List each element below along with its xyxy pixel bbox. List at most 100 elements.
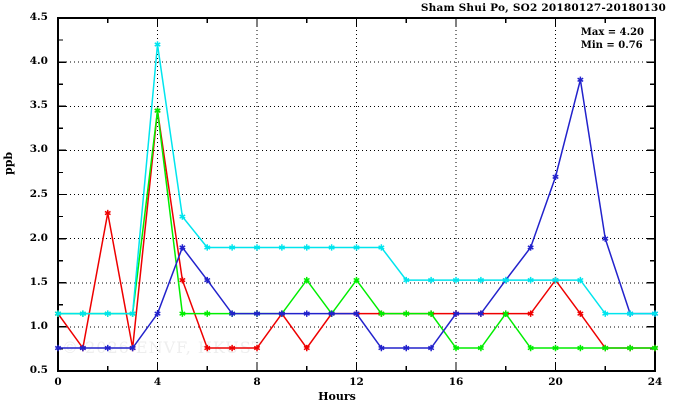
data-point-marker	[577, 344, 584, 352]
marker-stroke	[328, 245, 335, 250]
marker-stroke	[552, 174, 559, 180]
marker-stroke	[651, 311, 659, 316]
data-point-marker	[626, 310, 634, 317]
data-point-marker	[253, 244, 261, 251]
marker-stroke	[303, 277, 310, 283]
data-point-marker	[427, 344, 435, 352]
data-point-marker	[577, 276, 584, 284]
data-point-marker	[378, 244, 385, 251]
marker-stroke	[577, 77, 584, 83]
x-tick-label: 8	[253, 376, 261, 388]
data-point-marker	[154, 310, 161, 317]
data-point-marker	[626, 344, 634, 352]
data-point-marker	[353, 276, 360, 284]
min-value-label: Min = 0.76	[580, 40, 643, 51]
marker-stroke	[527, 245, 534, 250]
marker-stroke	[626, 311, 634, 316]
marker-stroke	[154, 42, 161, 47]
marker-stroke	[154, 311, 161, 316]
x-tick-label: 24	[647, 376, 663, 388]
data-point-marker	[129, 310, 136, 317]
data-point-marker	[228, 344, 236, 352]
series-line-series-cyan	[58, 44, 655, 315]
chart-title: Sham Shui Po, SO2 20180127-20180130	[420, 2, 666, 14]
data-point-marker	[427, 310, 435, 317]
marker-stroke	[253, 245, 261, 250]
marker-stroke	[179, 214, 186, 219]
marker-stroke	[378, 345, 385, 351]
marker-stroke	[527, 345, 534, 351]
data-point-marker	[452, 276, 460, 284]
marker-stroke	[452, 311, 460, 316]
data-point-marker	[154, 107, 161, 114]
data-point-marker	[452, 344, 460, 352]
marker-stroke	[328, 311, 335, 316]
data-point-marker	[328, 310, 335, 317]
data-point-marker	[303, 244, 310, 251]
marker-stroke	[378, 245, 385, 250]
marker-stroke	[228, 345, 236, 351]
marker-stroke	[651, 345, 659, 351]
data-point-marker	[54, 344, 62, 352]
marker-stroke	[204, 245, 211, 250]
data-point-marker	[104, 310, 111, 317]
data-point-marker	[204, 344, 211, 352]
y-tick-label: 0.5	[29, 364, 48, 376]
marker-stroke	[179, 311, 186, 316]
marker-stroke	[228, 311, 236, 316]
data-point-marker	[303, 344, 310, 352]
data-point-marker	[502, 310, 509, 317]
data-point-marker	[527, 276, 534, 284]
marker-stroke	[552, 345, 559, 351]
y-tick-label: 4.0	[29, 55, 48, 68]
x-tick-label: 12	[349, 376, 364, 388]
marker-stroke	[204, 277, 211, 283]
marker-stroke	[129, 311, 136, 316]
series-line-series-blue	[58, 79, 655, 349]
data-point-marker	[651, 310, 659, 317]
marker-stroke	[427, 345, 435, 351]
marker-stroke	[602, 236, 609, 241]
data-point-marker	[552, 344, 559, 352]
data-point-marker	[253, 310, 261, 317]
marker-stroke	[403, 311, 410, 316]
y-tick-label: 4.5	[29, 11, 48, 23]
marker-stroke	[303, 345, 310, 351]
x-axis-label: Hours	[318, 390, 356, 403]
marker-stroke	[403, 277, 410, 283]
data-point-marker	[552, 276, 559, 284]
x-tick-label: 4	[153, 376, 162, 388]
y-tick-label: 1.5	[29, 275, 48, 288]
marker-stroke	[502, 277, 509, 283]
marker-stroke	[228, 245, 236, 250]
data-point-marker	[328, 244, 335, 251]
data-point-marker	[527, 244, 534, 251]
data-point-marker	[204, 244, 211, 251]
data-point-marker	[79, 344, 87, 352]
data-point-marker	[378, 310, 385, 317]
data-point-marker	[527, 310, 534, 317]
marker-stroke	[527, 311, 534, 316]
marker-stroke	[54, 345, 62, 351]
marker-stroke	[278, 311, 286, 316]
marker-stroke	[602, 311, 609, 316]
marker-stroke	[79, 345, 87, 351]
data-point-marker	[527, 344, 534, 352]
marker-stroke	[79, 311, 87, 316]
marker-stroke	[303, 311, 310, 316]
data-point-marker	[353, 310, 360, 317]
data-point-marker	[602, 310, 609, 317]
data-point-marker	[602, 344, 609, 352]
marker-stroke	[577, 311, 584, 316]
marker-stroke	[353, 245, 360, 250]
max-value-label: Max = 4.20	[580, 27, 644, 38]
data-point-marker	[228, 310, 236, 317]
data-point-marker	[54, 310, 62, 317]
data-point-marker	[427, 276, 435, 284]
marker-stroke	[353, 277, 360, 283]
marker-stroke	[253, 311, 261, 316]
marker-stroke	[204, 345, 211, 351]
marker-stroke	[403, 345, 410, 351]
data-point-marker	[403, 310, 410, 317]
